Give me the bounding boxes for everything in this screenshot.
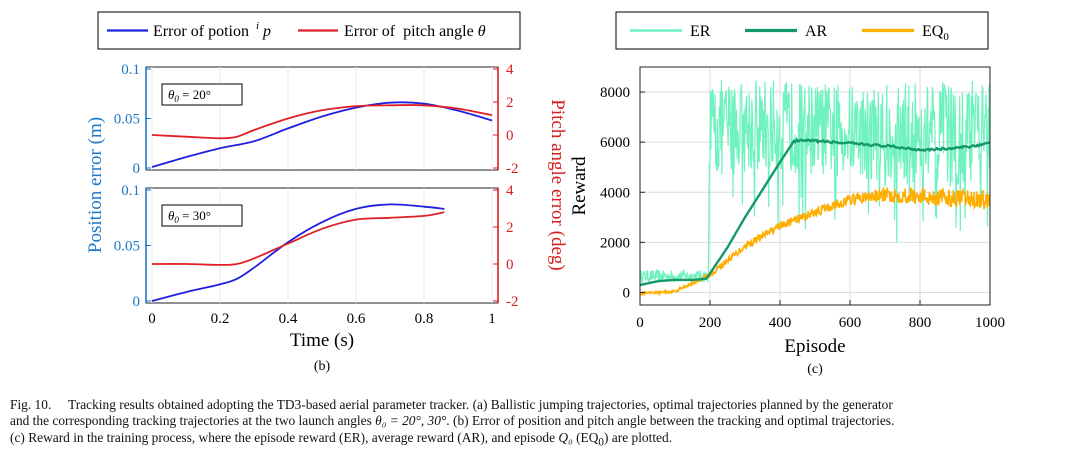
x-tick-label: 800	[909, 315, 932, 331]
ar-line	[639, 137, 991, 287]
position-error-line	[151, 203, 445, 302]
figure-caption: Fig. 10. Tracking results obtained adopt…	[10, 397, 1072, 451]
pitch-error-line	[151, 211, 445, 266]
y-axis-left-label: Position error (m)	[85, 117, 106, 253]
y-left-tick-label: 0	[133, 294, 141, 310]
x-axis-label: Time (s)	[290, 330, 354, 351]
y-right-tick-label: 0	[506, 257, 514, 273]
y-right-tick-label: -2	[506, 161, 519, 177]
y-left-tick-label: 0.05	[114, 239, 140, 255]
y-tick-label: 6000	[600, 135, 630, 151]
x-tick-label: 0.6	[347, 311, 366, 327]
x-tick-label: 0.4	[279, 311, 298, 327]
caption-prefix: Fig. 10.	[10, 397, 52, 412]
caption-line-2: and the corresponding tracking trajector…	[10, 413, 895, 429]
top-series	[151, 101, 493, 168]
panel-b: Error of potion i p Error of pitch angle…	[85, 11, 568, 374]
y-right-tick-label: 2	[506, 220, 514, 236]
x-tick-label: 0.8	[415, 311, 434, 327]
y-right-tick-label: 4	[506, 183, 514, 199]
eq0-line	[639, 186, 991, 297]
y-right-tick-label: -2	[506, 294, 519, 310]
x-tick-label: 200	[699, 315, 722, 331]
y-left-tick-label: 0.1	[121, 183, 140, 199]
svg-text:θ0 = 30°: θ0 = 30°	[168, 208, 211, 225]
pitch-error-line	[151, 104, 493, 140]
y-left-tick-label: 0	[133, 161, 141, 177]
reward-ticks: 0 200 400 600 800 1000 0 2000 4000 6000 8000	[600, 85, 1005, 331]
y-tick-label: 8000	[600, 85, 630, 101]
panel-b-top-axes: 0 0.05 0.1 -2 0 2 4 θ0 = 20°	[114, 62, 519, 177]
x-tick-label: 1	[488, 311, 496, 327]
y-right-tick-label: 0	[506, 128, 514, 144]
y-tick-label: 2000	[600, 235, 630, 251]
y-tick-label: 0	[623, 285, 631, 301]
reward-y-label: Reward	[569, 156, 590, 216]
y-axis-right-label: Pitch angle error (deg)	[547, 99, 568, 270]
x-tick-label: 600	[839, 315, 862, 331]
legend-er-label: ER	[690, 23, 711, 40]
svg-text:θ0 = 20°: θ0 = 20°	[168, 87, 211, 104]
caption-line-3: (c) Reward in the training process, wher…	[10, 429, 673, 449]
legend-eq-label: EQ0	[922, 23, 949, 43]
reward-series	[639, 80, 991, 297]
y-right-tick-label: 4	[506, 62, 514, 78]
x-tick-label: 0.2	[211, 311, 230, 327]
y-left-tick-label: 0.1	[121, 62, 140, 78]
legend-position-label: Error of potion i p	[153, 16, 271, 40]
bottom-angle-box: θ0 = 30°	[161, 204, 243, 227]
x-tick-label: 0	[148, 311, 156, 327]
panel-c: ER AR EQ0 0 200 400 600 800 1000 0 2000 4000 6000…	[569, 11, 1005, 377]
panel-c-legend: ER AR EQ0	[615, 11, 989, 50]
er-line	[639, 80, 991, 284]
bottom-series	[151, 203, 445, 302]
legend-ar-label: AR	[805, 23, 828, 40]
legend-pitch-label: Error of pitch angle θ	[344, 23, 486, 40]
panel-c-label: (c)	[807, 362, 823, 377]
top-angle-box: θ0 = 20°	[161, 83, 243, 106]
caption-line-1: Fig. 10. Tracking results obtained adopt…	[10, 397, 893, 412]
x-tick-label: 0	[636, 315, 644, 331]
panel-b-bottom-axes: 0 0.2 0.4 0.6 0.8 1 0 0.05 0.1 -2 0 2 4 θ0 = 30°	[114, 183, 519, 327]
x-tick-label: 1000	[975, 315, 1005, 331]
y-left-tick-label: 0.05	[114, 112, 140, 128]
x-tick-label: 400	[769, 315, 792, 331]
panel-b-legend: Error of potion i p Error of pitch angle…	[97, 11, 521, 50]
y-tick-label: 4000	[600, 185, 630, 201]
top-ticks: 0 0.05 0.1 -2 0 2 4	[114, 62, 519, 177]
bottom-ticks: 0 0.2 0.4 0.6 0.8 1 0 0.05 0.1 -2 0 2 4	[114, 183, 519, 327]
panel-b-label: (b)	[314, 359, 331, 374]
episode-x-label: Episode	[784, 336, 845, 357]
y-right-tick-label: 2	[506, 95, 514, 111]
